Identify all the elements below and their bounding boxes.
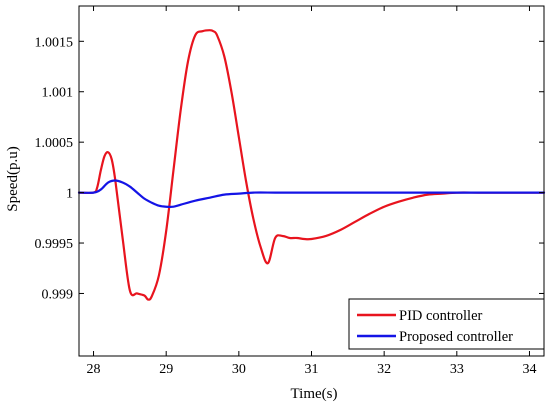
legend-label-pid: PID controller <box>399 308 483 324</box>
legend: PID controller Proposed controller <box>348 298 545 350</box>
y-tick-label: 1.0015 <box>35 35 74 50</box>
y-tick-label: 1.0005 <box>35 136 74 151</box>
y-tick-label: 0.999 <box>42 287 74 302</box>
x-axis-label: Time(s) <box>291 386 338 402</box>
x-tick-label: 30 <box>232 362 246 377</box>
legend-label-proposed: Proposed controller <box>399 329 513 345</box>
x-tick-label: 34 <box>522 362 536 377</box>
series-line-pid <box>77 29 546 301</box>
x-tick-label: 33 <box>450 362 464 377</box>
x-tick-label: 28 <box>87 362 101 377</box>
x-tick-label: 29 <box>159 362 173 377</box>
legend-box <box>348 298 545 350</box>
y-tick-label: 1.001 <box>42 86 74 101</box>
y-tick-label: 1 <box>66 187 73 202</box>
series-line-proposed <box>77 179 546 209</box>
x-tick-label: 31 <box>305 362 319 377</box>
x-tick-label: 32 <box>377 362 391 377</box>
axes-layer: 28 29 30 31 32 33 34 0.999 0.9995 1 1.0005 1.001 1.0… <box>35 5 545 377</box>
y-axis-label: Speed(p.u) <box>5 146 21 211</box>
y-tick-label: 0.9995 <box>35 237 74 252</box>
series-layer <box>77 29 546 301</box>
